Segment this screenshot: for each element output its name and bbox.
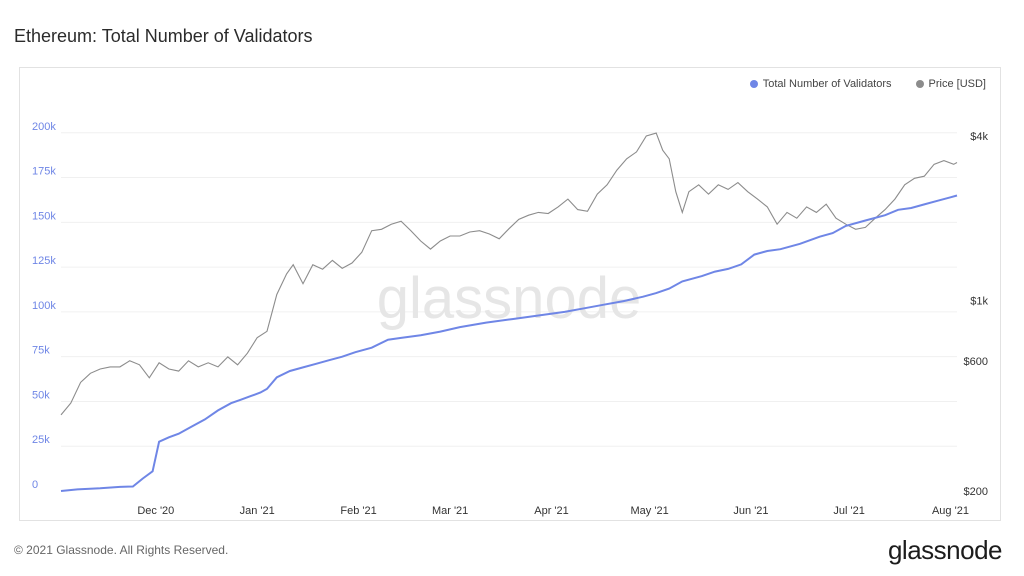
page-title: Ethereum: Total Number of Validators (14, 26, 313, 46)
price-series-line (60, 132, 958, 416)
chart-svg: glassnode 0 25k 50k 75k 100k 125k 150k 175k 200k $… (32, 121, 988, 517)
y-left-tick-label: 0 (32, 479, 38, 491)
y-left-tick-label: 25k (32, 434, 50, 446)
x-tick-label: Mar '21 (432, 505, 468, 517)
y-right-tick-label: $600 (964, 356, 988, 368)
x-tick-label: Aug '21 (932, 505, 969, 517)
glassnode-logo[interactable]: glassnode (887, 535, 1003, 565)
watermark-text: glassnode (377, 266, 641, 331)
legend: Total Number of Validators Price [USD] (749, 78, 986, 90)
y-left-tick-label: 125k (32, 255, 56, 267)
legend-dot-price (915, 80, 924, 88)
x-tick-label: Dec '20 (137, 505, 174, 517)
y-left-tick-label: 75k (32, 345, 50, 357)
validators-series-line (60, 194, 958, 492)
copyright-text: © 2021 Glassnode. All Rights Reserved. (14, 543, 229, 557)
x-tick-label: Jan '21 (240, 505, 275, 517)
y-right-tick-label: $1k (970, 295, 988, 307)
x-tick-label: May '21 (631, 505, 669, 517)
legend-item-price[interactable]: Price [USD] (915, 78, 986, 90)
x-tick-label: Feb '21 (340, 505, 376, 517)
chart-area: glassnode 0 25k 50k 75k 100k 125k 150k 175k 200k $… (19, 67, 1001, 521)
y-left-tick-label: 100k (32, 300, 56, 312)
x-tick-label: Apr '21 (534, 505, 569, 517)
x-tick-label: Jul '21 (833, 505, 864, 517)
y-left-tick-label: 50k (32, 389, 50, 401)
y-right-tick-label: $200 (964, 486, 988, 498)
y-left-tick-label: 175k (32, 166, 56, 178)
x-tick-label: Jun '21 (733, 505, 768, 517)
legend-label-price: Price [USD] (928, 78, 986, 90)
y-right-tick-label: $4k (970, 131, 988, 143)
y-left-tick-label: 150k (32, 210, 56, 222)
y-left-tick-label: 200k (32, 121, 56, 133)
legend-dot-validators (749, 80, 758, 88)
legend-item-validators[interactable]: Total Number of Validators (749, 78, 892, 90)
legend-label-validators: Total Number of Validators (762, 78, 892, 90)
